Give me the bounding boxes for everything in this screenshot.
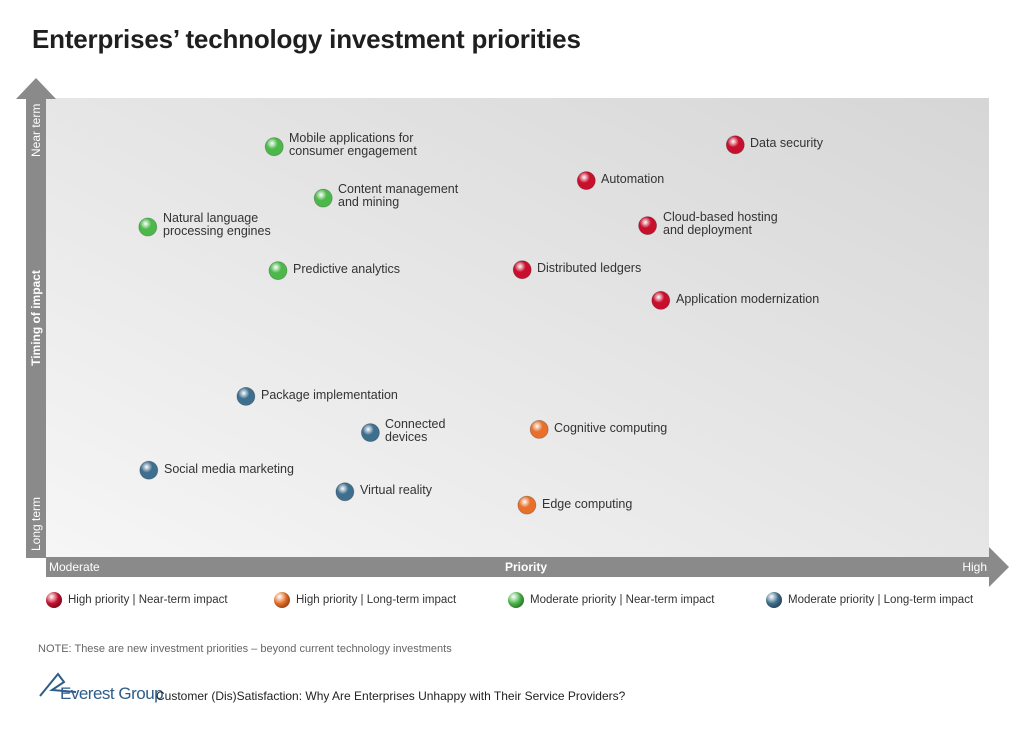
footer: Everest Group Customer (Dis)Satisfaction… — [38, 670, 738, 706]
y-tick-high: Near term — [29, 104, 43, 157]
point-label-line: Virtual reality — [360, 483, 433, 497]
legend-marker-moderate-long — [766, 592, 782, 608]
plot-area — [46, 98, 989, 557]
point-label: Data security — [750, 137, 823, 150]
x-axis-arrow — [46, 547, 1009, 587]
point-label-line: Cognitive computing — [554, 421, 668, 435]
point-label-line: Predictive analytics — [293, 262, 400, 276]
report-title: Customer (Dis)Satisfaction: Why Are Ente… — [156, 689, 626, 703]
data-point-high-long — [529, 419, 549, 439]
legend-item-moderate-near: Moderate priority | Near-term impact — [508, 592, 714, 608]
legend-label: High priority | Near-term impact — [68, 594, 228, 606]
point-label-line: Package implementation — [261, 388, 398, 402]
point-label-line: Mobile applications for — [289, 131, 414, 145]
data-points — [138, 135, 745, 515]
point-label-line: Automation — [601, 172, 665, 186]
brand-name: Everest Group — [60, 684, 164, 703]
point-label: Natural language processing engines — [163, 212, 271, 238]
point-label-line: and mining — [338, 195, 400, 209]
point-label: Content management and mining — [338, 183, 458, 209]
data-point-high-near — [725, 135, 745, 155]
point-label: Application modernization — [676, 293, 819, 306]
data-point-moderate-near — [264, 137, 284, 157]
point-label-line: Connected — [385, 417, 446, 431]
legend-marker-high-long — [274, 592, 290, 608]
legend: High priority | Near-term impact High pr… — [46, 592, 1006, 610]
data-point-moderate-near — [268, 261, 288, 281]
everest-logo-icon — [39, 672, 77, 697]
point-label: Mobile applications for consumer engageme… — [289, 132, 417, 158]
x-axis: Moderate Priority High — [46, 547, 1009, 587]
y-tick-low: Long term — [29, 497, 43, 551]
point-label-line: Social media marketing — [164, 462, 294, 476]
legend-marker-moderate-near — [508, 592, 524, 608]
data-point-high-long — [517, 495, 537, 515]
point-label-line: Data security — [750, 136, 823, 150]
legend-marker-high-near — [46, 592, 62, 608]
x-tick-high: High — [962, 560, 987, 574]
data-point-moderate-near — [138, 217, 158, 237]
data-point-high-near — [651, 290, 671, 310]
data-point-moderate-long — [335, 482, 355, 502]
point-label-line: and deployment — [663, 223, 752, 237]
point-label: Distributed ledgers — [537, 262, 641, 275]
point-label: Cloud-based hosting and deployment — [663, 211, 778, 237]
y-axis-label: Timing of impact — [29, 270, 43, 366]
data-point-moderate-long — [236, 386, 256, 406]
data-point-moderate-long — [139, 460, 159, 480]
point-label-line: Distributed ledgers — [537, 261, 642, 275]
legend-label: Moderate priority | Near-term impact — [530, 594, 715, 606]
point-label: Social media marketing — [164, 463, 294, 476]
point-label-line: Application modernization — [676, 292, 820, 306]
page-title: Enterprises’ technology investment prior… — [32, 24, 581, 54]
legend-label: Moderate priority | Long-term impact — [788, 594, 974, 606]
data-point-moderate-near — [313, 188, 333, 208]
x-axis-label: Priority — [505, 560, 547, 574]
data-point-moderate-long — [360, 423, 380, 443]
legend-item-high-long: High priority | Long-term impact — [274, 592, 456, 608]
point-label-line: consumer engagement — [289, 144, 417, 158]
point-label: Package implementation — [261, 389, 398, 402]
x-tick-low: Moderate — [49, 560, 100, 574]
footnote: NOTE: These are new investment prioritie… — [38, 643, 452, 655]
point-label: Connected devices — [385, 418, 445, 444]
legend-label: High priority | Long-term impact — [296, 594, 457, 606]
point-label-line: devices — [385, 430, 428, 444]
point-label-line: processing engines — [163, 224, 271, 238]
point-label-line: Natural language — [163, 211, 259, 225]
legend-item-moderate-long: Moderate priority | Long-term impact — [766, 592, 973, 608]
point-label-line: Cloud-based hosting — [663, 210, 778, 224]
legend-item-high-near: High priority | Near-term impact — [46, 592, 228, 608]
y-axis: Near term Timing of impact Long term — [16, 78, 56, 558]
point-label-line: Edge computing — [542, 497, 633, 511]
point-label: Virtual reality — [360, 484, 432, 497]
data-point-high-near — [638, 216, 657, 236]
point-label: Automation — [601, 173, 664, 186]
point-label: Edge computing — [542, 498, 632, 511]
point-label: Cognitive computing — [554, 422, 667, 435]
point-label: Predictive analytics — [293, 263, 400, 276]
y-axis-arrow — [16, 78, 56, 558]
data-point-high-near — [512, 260, 532, 280]
data-point-high-near — [576, 171, 596, 191]
point-label-line: Content management — [338, 182, 459, 196]
